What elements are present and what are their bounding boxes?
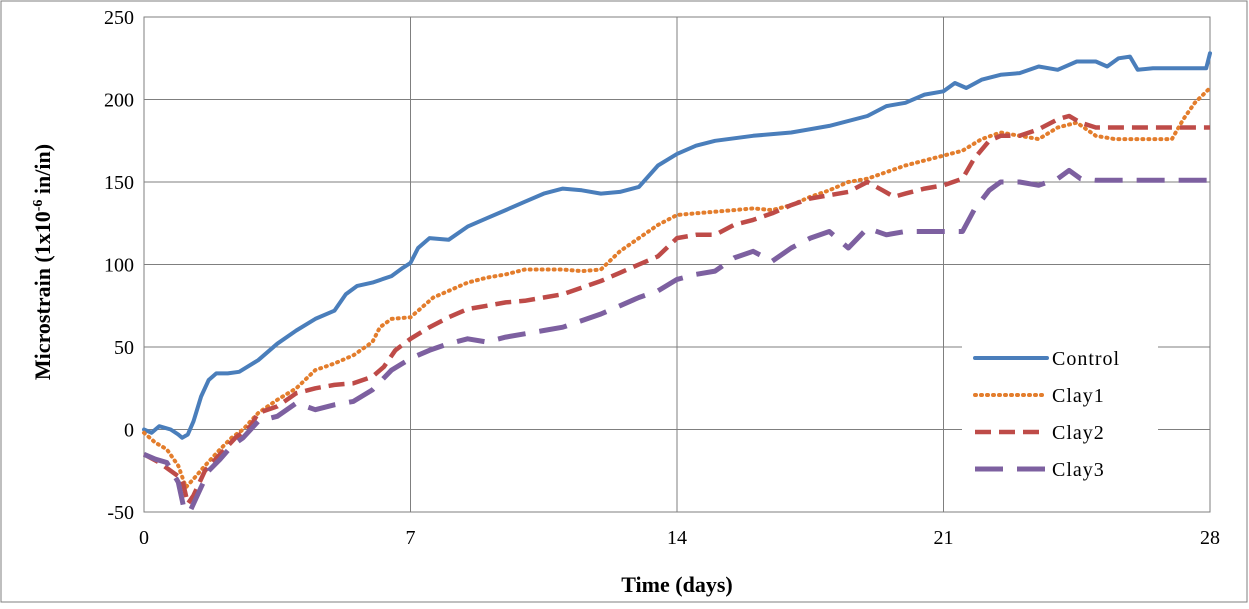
- x-tick-label: 28: [1200, 527, 1220, 549]
- legend-label-clay3: Clay3: [1052, 459, 1105, 481]
- y-tick-label: 200: [104, 90, 134, 112]
- legend-label-clay2: Clay2: [1052, 422, 1105, 444]
- series-line-clay1: [142, 86, 1212, 490]
- y-axis-title-main: Microstrain (1x10: [30, 211, 55, 380]
- y-axis-title-tail: in/in): [30, 144, 55, 200]
- series-lines: [142, 51, 1212, 515]
- x-tick-label: 14: [667, 527, 687, 549]
- y-tick-label: 50: [114, 337, 134, 359]
- y-tick-label: 100: [104, 255, 134, 277]
- x-axis-title: Time (days): [621, 572, 732, 597]
- series-line-control: [142, 51, 1212, 440]
- y-tick-label: 0: [124, 420, 134, 442]
- legend-label-control: Control: [1052, 348, 1120, 370]
- x-tick-label: 21: [934, 527, 954, 549]
- y-axis-title-sup: -6: [31, 200, 46, 212]
- legend-background: [962, 316, 1158, 504]
- y-axis-title: Microstrain (1x10-6 in/in): [30, 144, 55, 380]
- y-tick-label: -50: [107, 502, 134, 524]
- x-tick-label: 7: [406, 527, 416, 549]
- series-line-clay3: [143, 167, 1210, 515]
- x-tick-label: 0: [139, 527, 149, 549]
- y-tick-label: 150: [104, 172, 134, 194]
- legend: Control Clay1 Clay2 Clay3: [962, 316, 1158, 504]
- series-line-clay2: [142, 113, 1210, 507]
- y-tick-label: 250: [104, 7, 134, 29]
- legend-label-clay1: Clay1: [1052, 385, 1105, 407]
